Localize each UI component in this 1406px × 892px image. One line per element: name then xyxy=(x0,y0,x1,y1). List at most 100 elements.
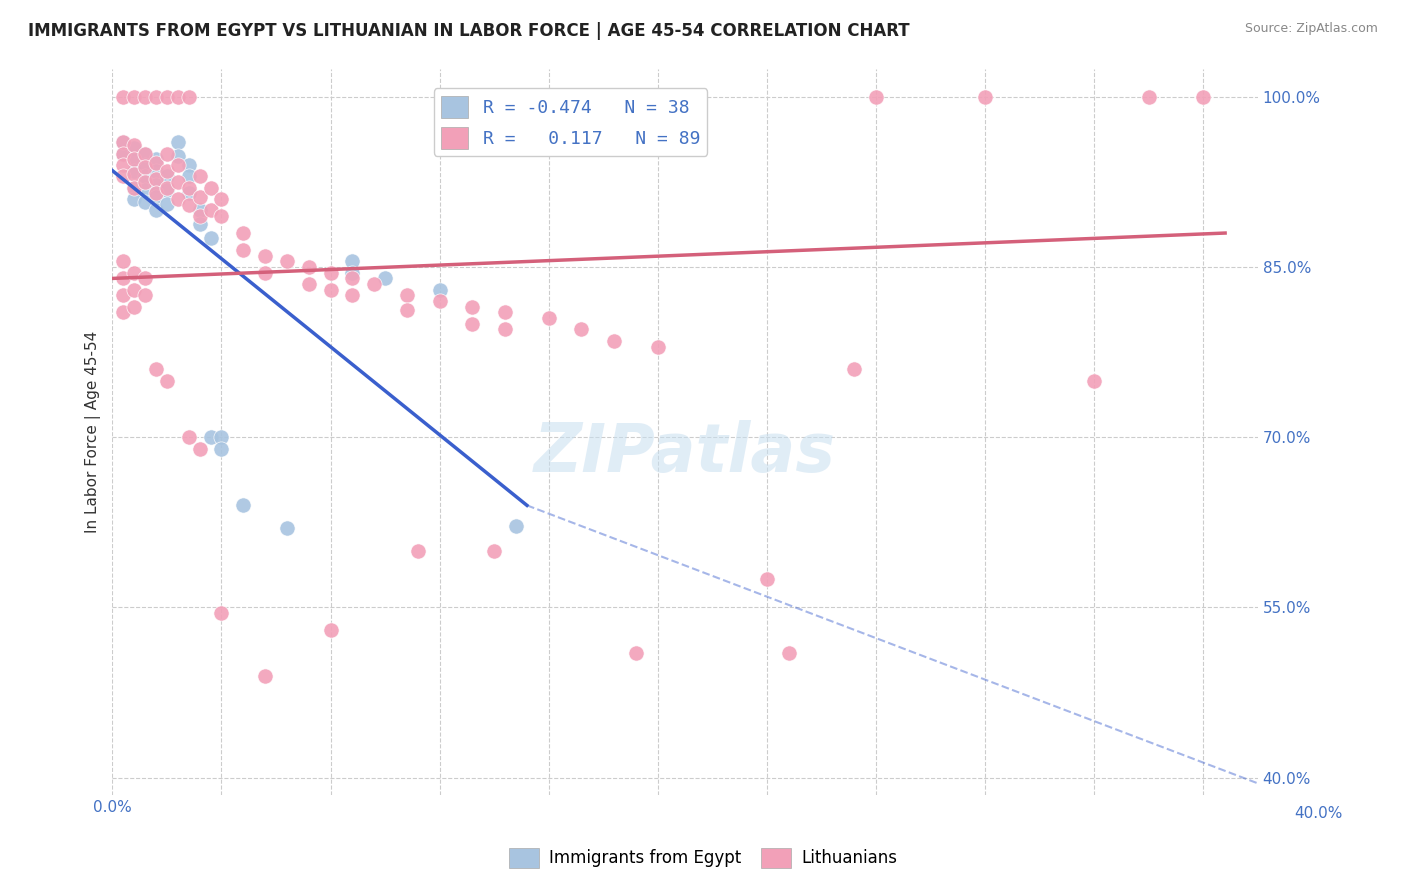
Point xyxy=(188,203,211,218)
Point xyxy=(112,158,135,172)
Point xyxy=(177,90,200,104)
Point xyxy=(156,163,179,178)
Point xyxy=(865,90,887,104)
Text: IMMIGRANTS FROM EGYPT VS LITHUANIAN IN LABOR FORCE | AGE 45-54 CORRELATION CHART: IMMIGRANTS FROM EGYPT VS LITHUANIAN IN L… xyxy=(28,22,910,40)
Point xyxy=(112,305,135,319)
Point xyxy=(342,266,364,280)
Point xyxy=(122,90,145,104)
Point xyxy=(134,146,156,161)
Point xyxy=(112,146,135,161)
Point xyxy=(134,195,156,210)
Legend: R = -0.474   N = 38, R =   0.117   N = 89: R = -0.474 N = 38, R = 0.117 N = 89 xyxy=(434,88,707,156)
Point xyxy=(778,646,800,660)
Point xyxy=(134,288,156,302)
Point xyxy=(211,209,233,223)
Point xyxy=(232,226,254,240)
Point xyxy=(647,339,669,353)
Point xyxy=(122,192,145,206)
Point xyxy=(1137,90,1160,104)
Point xyxy=(167,192,190,206)
Point xyxy=(298,277,321,292)
Point xyxy=(122,266,145,280)
Point xyxy=(122,153,145,167)
Point xyxy=(145,186,167,201)
Point xyxy=(156,180,179,194)
Point xyxy=(112,288,135,302)
Point xyxy=(122,180,145,194)
Point xyxy=(429,294,451,309)
Point xyxy=(211,430,233,444)
Point xyxy=(156,183,179,197)
Point xyxy=(112,135,135,149)
Point xyxy=(200,430,222,444)
Point xyxy=(177,197,200,211)
Point xyxy=(319,623,342,637)
Point xyxy=(461,300,484,314)
Point xyxy=(254,249,277,263)
Point xyxy=(211,442,233,456)
Point xyxy=(374,271,396,285)
Point xyxy=(232,243,254,257)
Point xyxy=(112,146,135,161)
Text: ZIPatlas: ZIPatlas xyxy=(534,420,837,486)
Point xyxy=(254,668,277,682)
Text: 40.0%: 40.0% xyxy=(1295,806,1343,821)
Point xyxy=(177,169,200,184)
Point xyxy=(319,283,342,297)
Point xyxy=(755,572,778,586)
Point xyxy=(112,254,135,268)
Point xyxy=(134,175,156,189)
Point xyxy=(134,146,156,161)
Point xyxy=(122,180,145,194)
Point xyxy=(156,146,179,161)
Point xyxy=(177,158,200,172)
Point xyxy=(145,178,167,193)
Point xyxy=(134,90,156,104)
Point xyxy=(122,283,145,297)
Point xyxy=(505,518,527,533)
Point xyxy=(188,442,211,456)
Point xyxy=(188,169,211,184)
Point xyxy=(276,254,298,268)
Point xyxy=(122,300,145,314)
Point xyxy=(145,155,167,169)
Point xyxy=(211,606,233,620)
Point xyxy=(200,180,222,194)
Point xyxy=(1192,90,1215,104)
Point xyxy=(974,90,997,104)
Point xyxy=(188,190,211,204)
Point xyxy=(145,362,167,376)
Point xyxy=(145,190,167,204)
Point xyxy=(167,90,190,104)
Point xyxy=(145,90,167,104)
Point xyxy=(844,362,866,376)
Point xyxy=(167,158,190,172)
Point xyxy=(406,543,429,558)
Point xyxy=(342,271,364,285)
Point xyxy=(298,260,321,274)
Point xyxy=(177,186,200,201)
Point xyxy=(134,158,156,172)
Point xyxy=(429,283,451,297)
Point xyxy=(319,266,342,280)
Point xyxy=(112,90,135,104)
Point xyxy=(200,203,222,218)
Point xyxy=(232,499,254,513)
Point xyxy=(395,303,418,318)
Point xyxy=(342,288,364,302)
Point xyxy=(484,543,506,558)
Point xyxy=(145,163,167,178)
Point xyxy=(156,169,179,184)
Y-axis label: In Labor Force | Age 45-54: In Labor Force | Age 45-54 xyxy=(86,330,101,533)
Point xyxy=(1083,374,1105,388)
Legend: Immigrants from Egypt, Lithuanians: Immigrants from Egypt, Lithuanians xyxy=(502,841,904,875)
Point xyxy=(145,171,167,186)
Point xyxy=(177,180,200,194)
Point xyxy=(276,521,298,535)
Point xyxy=(145,153,167,167)
Point xyxy=(494,322,516,336)
Point xyxy=(156,374,179,388)
Point xyxy=(188,209,211,223)
Point xyxy=(254,266,277,280)
Point xyxy=(122,167,145,181)
